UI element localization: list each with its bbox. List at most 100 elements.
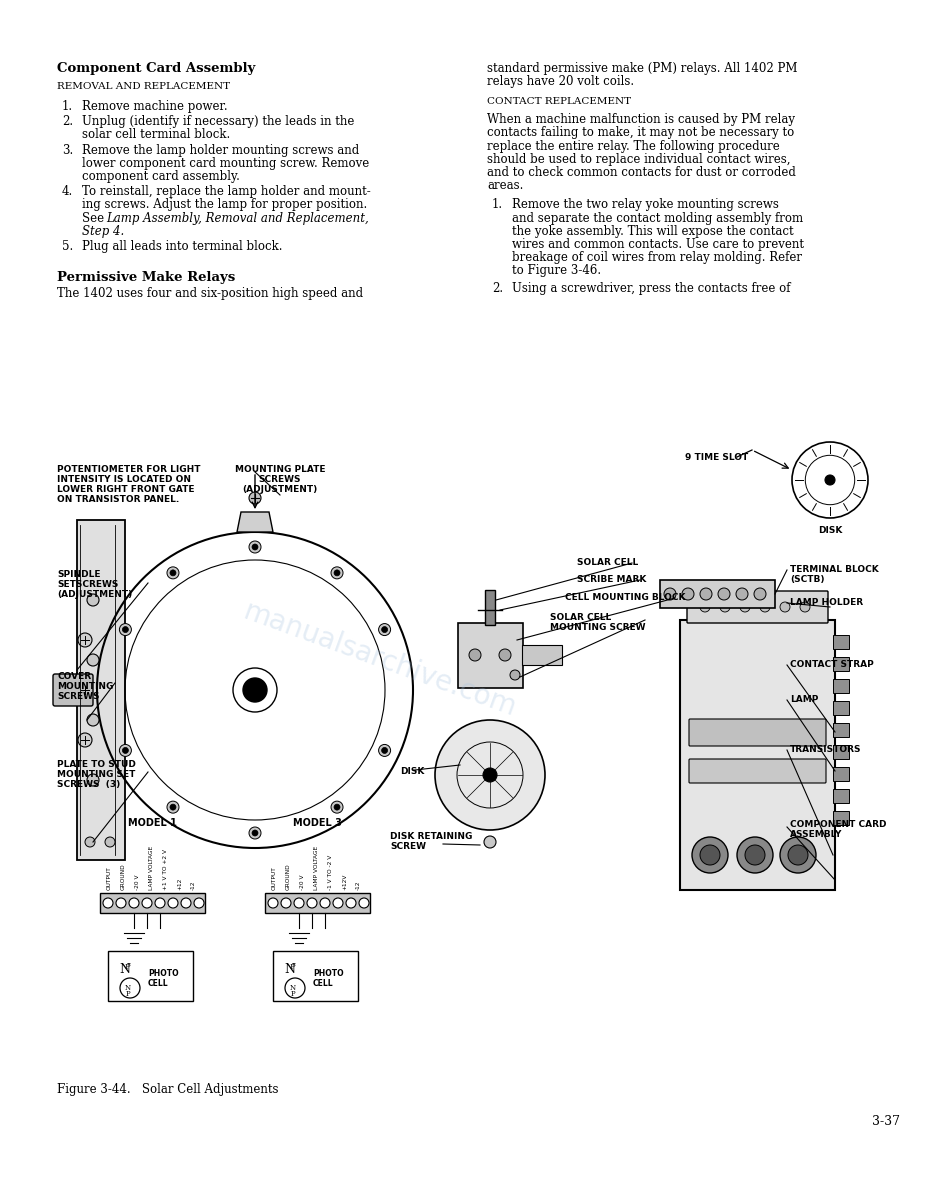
Text: 3.: 3. <box>62 143 73 156</box>
Text: ing screws. Adjust the lamp for proper position.: ing screws. Adjust the lamp for proper p… <box>82 198 367 212</box>
Text: CONTACT STRAP: CONTACT STRAP <box>790 660 874 669</box>
Circle shape <box>483 768 497 782</box>
Circle shape <box>754 588 766 600</box>
Text: Remove the lamp holder mounting screws and: Remove the lamp holder mounting screws a… <box>82 143 360 156</box>
FancyBboxPatch shape <box>100 893 205 913</box>
Text: Remove machine power.: Remove machine power. <box>82 100 227 113</box>
Text: P: P <box>291 990 295 998</box>
Text: INTENSITY IS LOCATED ON: INTENSITY IS LOCATED ON <box>57 475 191 484</box>
Text: solar cell terminal block.: solar cell terminal block. <box>82 129 230 142</box>
Circle shape <box>119 745 131 757</box>
Text: MOUNTING: MOUNTING <box>57 682 114 691</box>
FancyBboxPatch shape <box>485 589 495 626</box>
Text: SPINDLE: SPINDLE <box>57 570 100 579</box>
Text: SCREWS: SCREWS <box>259 475 301 484</box>
Text: N: N <box>290 984 296 992</box>
Circle shape <box>334 570 340 576</box>
Text: MOUNTING SCREW: MOUNTING SCREW <box>550 623 645 632</box>
Circle shape <box>718 588 730 600</box>
Circle shape <box>780 837 816 873</box>
Circle shape <box>249 826 261 838</box>
Circle shape <box>252 830 258 836</box>
Circle shape <box>249 541 261 553</box>
Circle shape <box>129 897 139 908</box>
Circle shape <box>122 627 129 633</box>
FancyBboxPatch shape <box>833 678 849 693</box>
Text: LAMP VOLTAGE: LAMP VOLTAGE <box>314 846 319 890</box>
Text: (ADJUSTMENT): (ADJUSTMENT) <box>57 589 132 599</box>
Text: to Figure 3-46.: to Figure 3-46. <box>512 265 601 278</box>
Text: -20 V: -20 V <box>300 875 305 890</box>
FancyBboxPatch shape <box>680 620 835 890</box>
Text: LAMP: LAMP <box>790 695 819 704</box>
Text: -12: -12 <box>191 881 196 890</box>
Text: The 1402 uses four and six-position high speed and: The 1402 uses four and six-position high… <box>57 288 363 301</box>
Text: LAMP VOLTAGE: LAMP VOLTAGE <box>149 846 154 890</box>
FancyBboxPatch shape <box>689 759 826 783</box>
Circle shape <box>484 836 496 848</box>
Circle shape <box>800 602 810 612</box>
Circle shape <box>792 442 868 518</box>
Text: Unplug (identify if necessary) the leads in the: Unplug (identify if necessary) the leads… <box>82 115 354 129</box>
Circle shape <box>87 774 99 786</box>
Text: GROUND: GROUND <box>286 864 291 890</box>
Text: CELL: CELL <box>313 979 333 988</box>
FancyBboxPatch shape <box>833 745 849 759</box>
Text: breakage of coil wires from relay molding. Refer: breakage of coil wires from relay moldin… <box>512 251 802 265</box>
Text: Plug all leads into terminal block.: Plug all leads into terminal block. <box>82 241 283 253</box>
Text: areas.: areas. <box>487 179 523 192</box>
Circle shape <box>294 897 304 908</box>
Circle shape <box>359 897 369 908</box>
Circle shape <box>268 897 278 908</box>
Circle shape <box>167 567 179 579</box>
Text: PHOTO: PHOTO <box>313 968 344 978</box>
Text: To reinstall, replace the lamp holder and mount-: To reinstall, replace the lamp holder an… <box>82 185 371 198</box>
Text: REMOVAL AND REPLACEMENT: REMOVAL AND REPLACEMENT <box>57 82 230 91</box>
Text: OUTPUT: OUTPUT <box>107 866 112 890</box>
Text: DISK: DISK <box>400 768 424 776</box>
Text: ON TRANSISTOR PANEL.: ON TRANSISTOR PANEL. <box>57 494 179 504</box>
Circle shape <box>116 897 126 908</box>
Text: SOLAR CELL: SOLAR CELL <box>550 614 611 622</box>
Circle shape <box>664 588 676 600</box>
FancyBboxPatch shape <box>833 657 849 671</box>
Circle shape <box>499 648 511 660</box>
Text: N: N <box>285 962 296 976</box>
Circle shape <box>788 845 808 865</box>
Circle shape <box>78 683 92 697</box>
Circle shape <box>760 602 770 612</box>
Circle shape <box>252 544 258 550</box>
Circle shape <box>85 837 95 847</box>
Text: TERMINAL BLOCK: TERMINAL BLOCK <box>790 565 879 574</box>
Circle shape <box>740 602 750 612</box>
Text: -1 V TO -2 V: -1 V TO -2 V <box>328 855 333 890</box>
Text: standard permissive make (PM) relays. All 1402 PM: standard permissive make (PM) relays. Al… <box>487 63 797 75</box>
Text: MOUNTING SET: MOUNTING SET <box>57 770 135 780</box>
Text: DISK: DISK <box>818 526 842 535</box>
Circle shape <box>170 804 176 810</box>
Circle shape <box>87 594 99 606</box>
Circle shape <box>87 654 99 666</box>
Text: CONTACT REPLACEMENT: CONTACT REPLACEMENT <box>487 97 631 106</box>
Text: N: N <box>125 984 131 992</box>
Circle shape <box>170 570 176 576</box>
Circle shape <box>243 678 267 703</box>
Circle shape <box>105 837 115 847</box>
Text: should be used to replace individual contact wires,: should be used to replace individual con… <box>487 153 791 166</box>
Circle shape <box>700 845 720 865</box>
Circle shape <box>320 897 330 908</box>
Circle shape <box>378 623 391 635</box>
Circle shape <box>780 602 790 612</box>
Text: PHOTO: PHOTO <box>148 968 178 978</box>
Text: 5.: 5. <box>62 241 73 253</box>
FancyBboxPatch shape <box>53 674 93 706</box>
FancyBboxPatch shape <box>458 623 523 688</box>
Text: 9 TIME SLOT: 9 TIME SLOT <box>685 454 748 462</box>
Text: Permissive Make Relays: Permissive Make Relays <box>57 271 236 284</box>
Text: See: See <box>82 212 108 225</box>
Circle shape <box>469 648 481 660</box>
Text: Remove the two relay yoke mounting screws: Remove the two relay yoke mounting screw… <box>512 198 778 212</box>
Text: P: P <box>290 962 296 971</box>
Text: +12: +12 <box>177 878 182 890</box>
Text: +12V: +12V <box>342 873 347 890</box>
